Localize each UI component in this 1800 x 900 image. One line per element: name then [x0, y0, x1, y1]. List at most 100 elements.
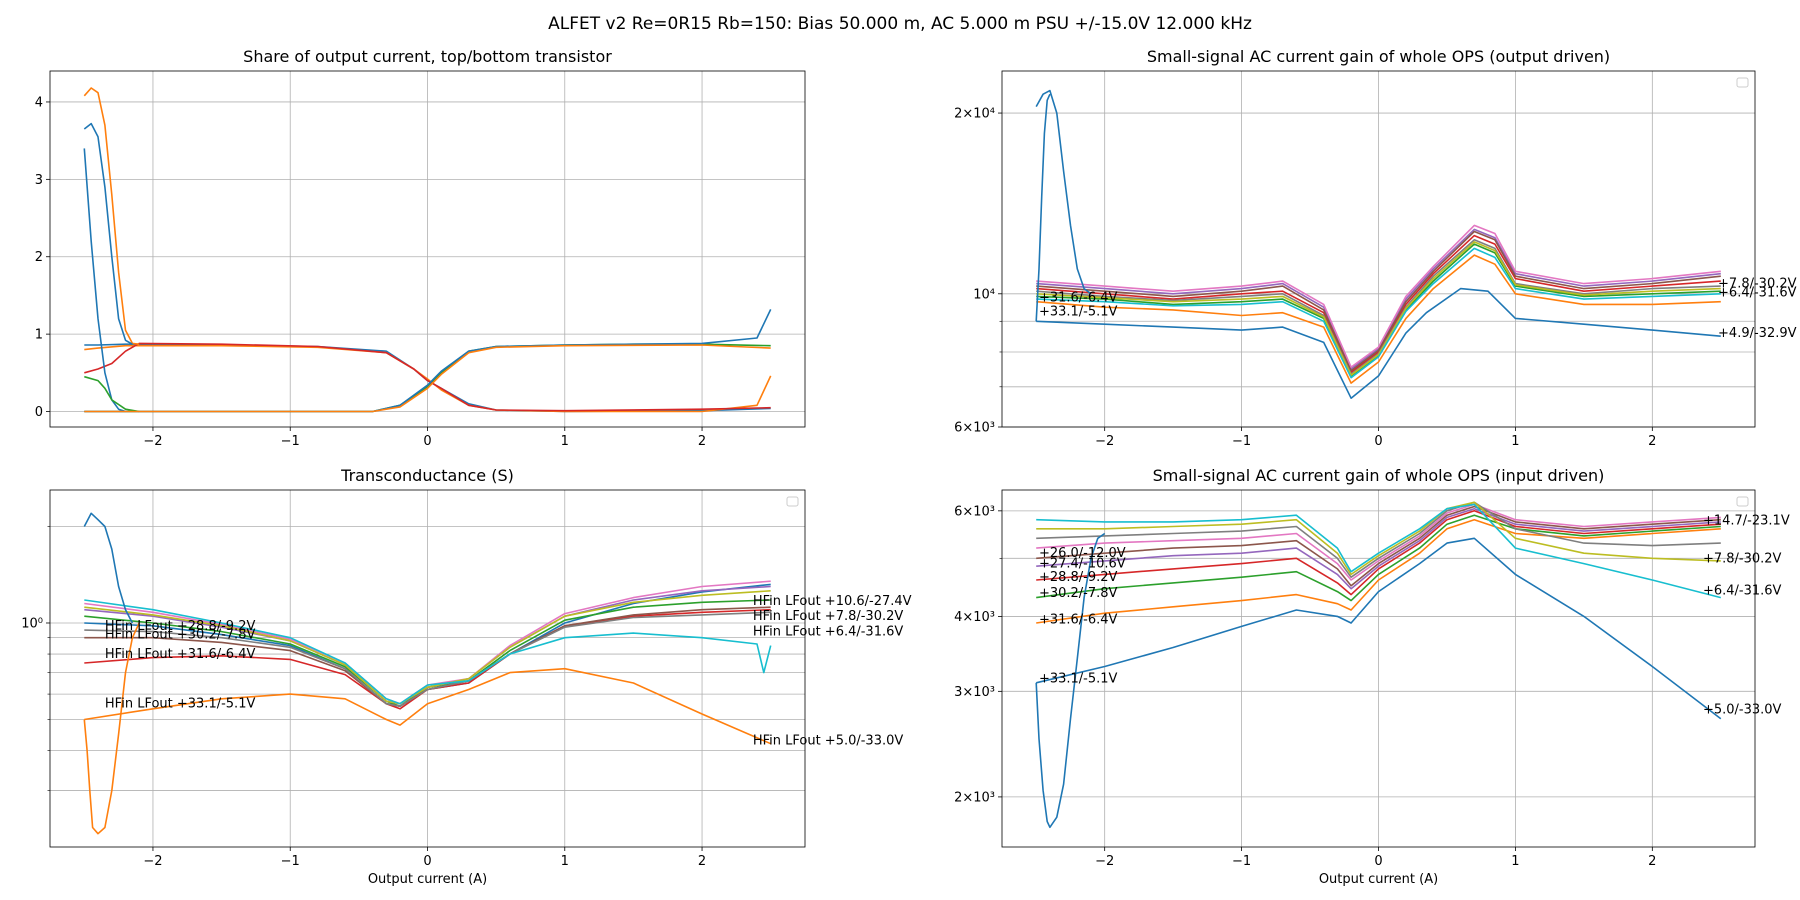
x-axis-label: Output current (A) [368, 872, 487, 887]
series-line-9 [84, 375, 140, 413]
series-line-3 [84, 599, 771, 707]
y-tick-label: 10⁴ [973, 287, 995, 302]
x-tick-label: 1 [1511, 434, 1519, 449]
series-annotation: HFin LFout +10.6/-27.4V [753, 594, 912, 609]
series-line-9 [84, 590, 771, 705]
figure-title: ALFET v2 Re=0R15 Rb=150: Bias 50.000 m, … [548, 14, 1252, 34]
y-tick-label: 4 [35, 95, 43, 110]
x-tick-label: −2 [143, 434, 162, 449]
series-annotation: +26.0/-12.0V [1039, 546, 1126, 561]
series-annotation: HFin LFout +28.8/-9.2V [105, 619, 256, 634]
x-tick-label: −1 [281, 854, 300, 869]
series-annotation: +5.0/-33.0V [1703, 702, 1782, 717]
series-line-1 [1036, 287, 1721, 399]
x-axis-label: Output current (A) [1319, 872, 1438, 887]
series-annotation: HFin LFout +31.6/-6.4V [105, 647, 256, 662]
series-annotation: HFin LFout +5.0/-33.0V [753, 733, 904, 748]
series-annotation: +27.4/-10.6V [1039, 557, 1126, 572]
axes-frame [1001, 70, 1756, 428]
series-annotation: +7.8/-30.2V [1703, 551, 1782, 566]
series-annotation: +30.2/-7.8V [1039, 586, 1118, 601]
series-annotation: +7.8/-30.2V [1718, 277, 1797, 292]
series-line-6 [1036, 230, 1721, 372]
x-tick-label: 0 [1374, 434, 1382, 449]
series-line-3 [1036, 514, 1721, 602]
series-line-8 [83, 148, 126, 413]
series-annotation: +31.6/-6.4V [1039, 291, 1118, 306]
series-annotation: HFin LFout +6.4/-31.6V [753, 625, 904, 640]
series-annotation: +33.1/-5.1V [1039, 672, 1118, 687]
series-annotation: HFin LFout +7.8/-30.2V [753, 609, 904, 624]
series-line-11 [83, 512, 134, 624]
chart-title: Share of output current, top/bottom tran… [243, 47, 612, 66]
series-line-7 [1036, 503, 1721, 581]
x-tick-label: 1 [561, 434, 569, 449]
series-line-2 [1036, 254, 1721, 384]
x-tick-label: 2 [698, 434, 706, 449]
series-line-4 [1036, 510, 1721, 596]
legend-box [786, 496, 799, 507]
series-line-10 [84, 344, 771, 413]
series-line-4 [84, 608, 771, 710]
series-annotation: +14.7/-23.1V [1703, 514, 1790, 529]
chart-title: Small-signal AC current gain of whole OP… [1153, 466, 1605, 485]
series-line-10 [84, 599, 772, 705]
series-annotation: +4.9/-32.9V [1718, 326, 1797, 341]
x-tick-label: 2 [1648, 854, 1656, 869]
series-annotation: +6.4/-31.6V [1703, 583, 1782, 598]
x-tick-label: 0 [1374, 854, 1382, 869]
series-line-11 [1035, 532, 1106, 829]
series-annotation: +28.8/-9.2V [1039, 570, 1118, 585]
series-line-10 [1036, 247, 1721, 379]
y-tick-label: 10⁰ [21, 616, 43, 631]
axes-frame [49, 70, 806, 428]
series-annotation: +6.4/-31.6V [1718, 285, 1797, 300]
y-tick-label: 0 [35, 405, 43, 420]
series-line-7 [83, 122, 133, 345]
y-tick-label: 2×10⁴ [954, 107, 995, 122]
series-annotation: +31.6/-6.4V [1039, 613, 1118, 628]
legend-box [1736, 77, 1749, 88]
x-tick-label: 2 [698, 854, 706, 869]
x-tick-label: −2 [1095, 434, 1114, 449]
series-line-8 [1036, 501, 1721, 578]
legend-box [1736, 496, 1749, 507]
x-tick-label: 1 [561, 854, 569, 869]
y-tick-label: 2 [35, 250, 43, 265]
y-tick-label: 6×10³ [954, 421, 995, 436]
x-tick-label: 0 [423, 854, 431, 869]
y-tick-label: 4×10³ [954, 610, 995, 625]
series-line-11 [1035, 89, 1092, 295]
y-tick-label: 2×10³ [954, 790, 995, 805]
x-tick-label: 0 [423, 434, 431, 449]
series-annotation: HFin LFout +30.2/-7.8V [105, 628, 256, 643]
x-tick-label: 1 [1511, 854, 1519, 869]
y-tick-label: 3×10³ [954, 685, 995, 700]
x-tick-label: −1 [281, 434, 300, 449]
series-line-6 [83, 87, 140, 345]
x-tick-label: −1 [1232, 854, 1251, 869]
chart-title: Transconductance (S) [340, 466, 514, 485]
series-line-5 [1036, 228, 1721, 370]
series-annotation: HFin LFout +33.1/-5.1V [105, 697, 256, 712]
y-tick-label: 6×10³ [954, 504, 995, 519]
x-tick-label: −2 [143, 854, 162, 869]
series-annotation: +33.1/-5.1V [1039, 304, 1118, 319]
series-line-4 [1036, 234, 1721, 374]
y-tick-label: 1 [35, 328, 43, 343]
series-line-8 [84, 611, 771, 707]
y-tick-label: 3 [35, 173, 43, 188]
series-line-7 [1036, 224, 1721, 368]
series-line-4 [84, 342, 771, 412]
series-line-9 [1036, 501, 1721, 576]
series-line-12 [1035, 93, 1051, 322]
series-line-2 [1036, 518, 1721, 624]
series-line-6 [1036, 505, 1721, 587]
series-line-2 [84, 344, 772, 413]
axes-frame [1001, 489, 1756, 848]
x-tick-label: 2 [1648, 434, 1656, 449]
